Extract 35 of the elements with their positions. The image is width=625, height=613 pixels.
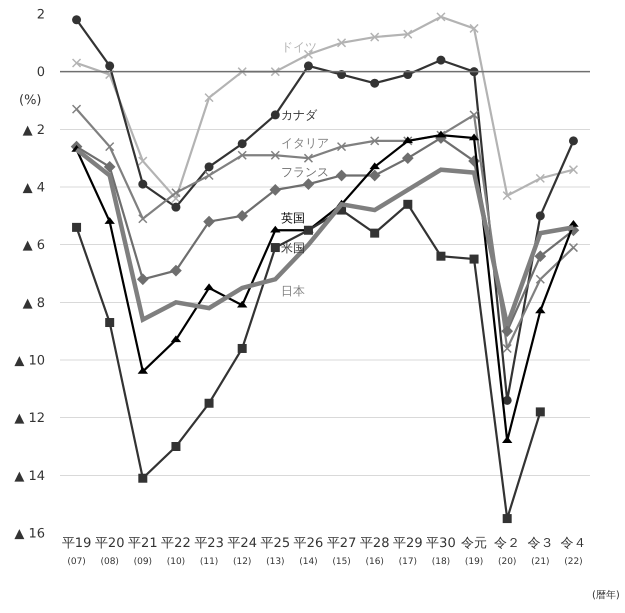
y-tick-label: 2 xyxy=(36,8,45,23)
y-tick-label: ▲ 8 xyxy=(22,296,45,311)
y-tick-label: ▲ 14 xyxy=(14,468,45,484)
series-label: 英国 xyxy=(281,211,305,225)
x-tick-label: 平26 (14) xyxy=(294,536,324,567)
y-tick-label: ▲ 16 xyxy=(14,526,45,542)
y-tick-label: ▲ 4 xyxy=(22,180,45,196)
y-axis-title: (%) xyxy=(19,93,42,108)
x-tick-label: 平20 (08) xyxy=(94,536,124,567)
x-tick-label: 平19 (07) xyxy=(62,536,92,567)
series-label: ドイツ xyxy=(281,40,317,54)
y-tick-label: ▲ 10 xyxy=(14,354,45,369)
x-tick-label: 平27 (15) xyxy=(326,536,356,567)
series-label: 米国 xyxy=(281,241,305,255)
x-tick-label: 令４ (22) xyxy=(560,536,586,567)
x-tick-label: 平29 (17) xyxy=(393,536,423,567)
series-label: フランス xyxy=(281,165,329,179)
series-label: イタリア xyxy=(281,136,329,150)
x-tick-label: 平28 (16) xyxy=(360,536,390,567)
series-label: カナダ xyxy=(281,108,318,122)
x-tick-label: 平25 (13) xyxy=(260,536,290,567)
x-tick-label: 令２ (20) xyxy=(494,536,520,567)
y-tick-label: ▲ 2 xyxy=(22,122,45,138)
x-axis-title: (暦年) xyxy=(592,589,620,601)
x-tick-label: 令３ (21) xyxy=(527,536,554,567)
x-tick-label: 平24 (12) xyxy=(227,536,257,567)
x-tick-label: 平22 (10) xyxy=(161,536,191,567)
x-tick-label: 平30 (18) xyxy=(426,536,456,567)
x-tick-label: 令元 (19) xyxy=(461,536,488,567)
y-tick-label: 0 xyxy=(36,65,45,80)
x-tick-label: 平21 (09) xyxy=(128,536,158,567)
series-label: 日本 xyxy=(281,284,305,298)
x-tick-label: 平23 (11) xyxy=(194,536,224,567)
y-tick-label: ▲ 12 xyxy=(14,411,45,426)
y-tick-label: ▲ 6 xyxy=(22,238,45,254)
